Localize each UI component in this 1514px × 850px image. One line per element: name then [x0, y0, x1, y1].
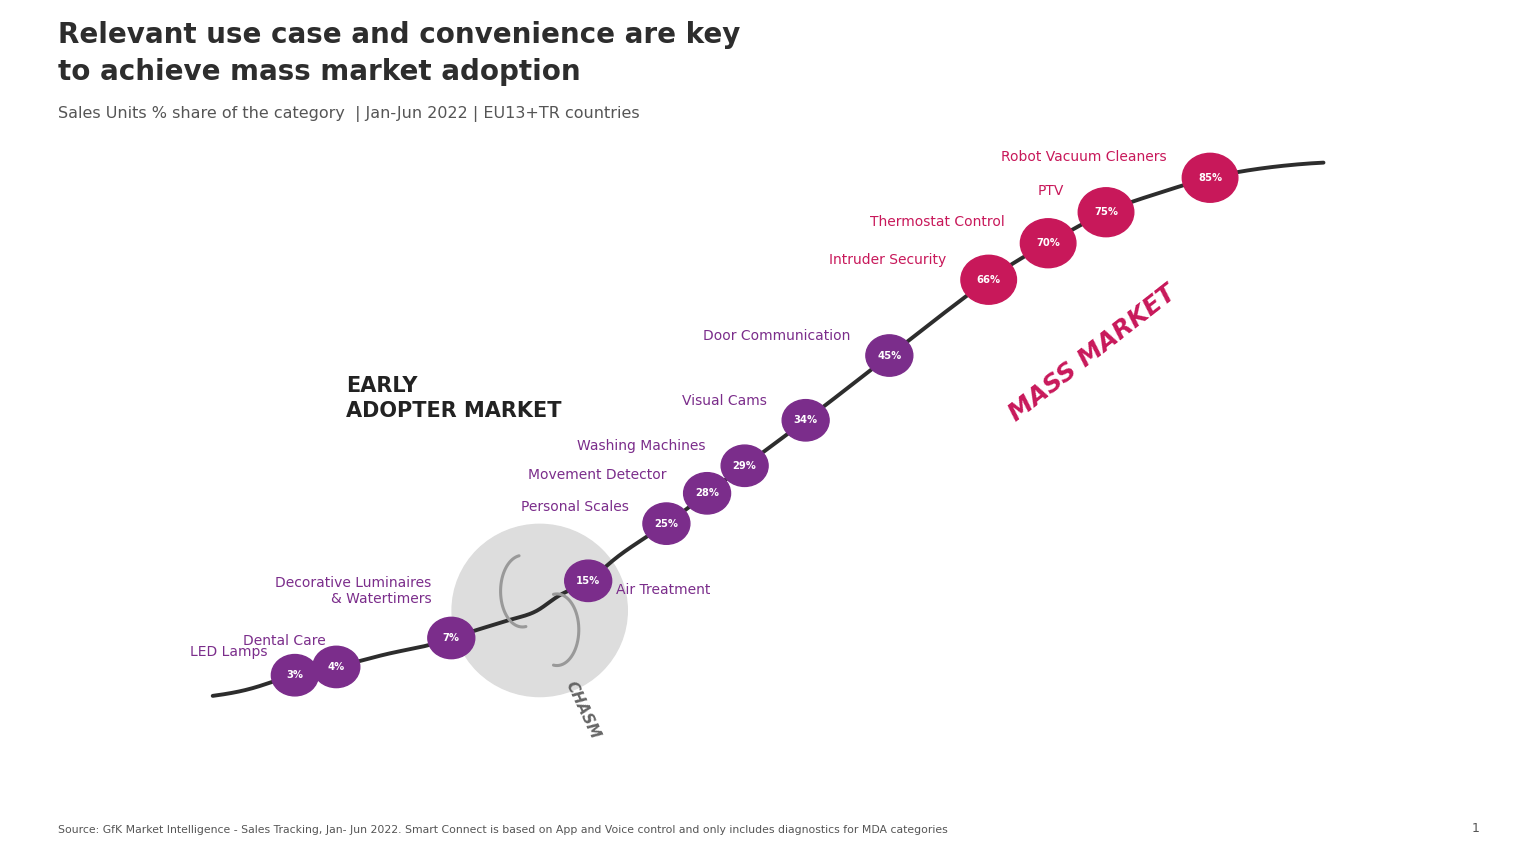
Text: Intruder Security: Intruder Security: [830, 253, 946, 268]
Circle shape: [684, 473, 731, 514]
Circle shape: [313, 646, 360, 688]
Text: Decorative Luminaires
& Watertimers: Decorative Luminaires & Watertimers: [276, 575, 431, 606]
Circle shape: [428, 617, 475, 659]
Text: 28%: 28%: [695, 488, 719, 498]
Text: Door Communication: Door Communication: [702, 329, 851, 343]
Text: Thermostat Control: Thermostat Control: [869, 215, 1004, 230]
Text: 75%: 75%: [1095, 207, 1117, 218]
Text: Dental Care: Dental Care: [244, 634, 326, 649]
Text: 45%: 45%: [877, 350, 901, 360]
Ellipse shape: [453, 524, 627, 696]
Text: Relevant use case and convenience are key: Relevant use case and convenience are ke…: [58, 21, 740, 49]
Text: Visual Cams: Visual Cams: [681, 394, 766, 408]
Text: Sales Units % share of the category  | Jan-Jun 2022 | EU13+TR countries: Sales Units % share of the category | Ja…: [58, 106, 639, 122]
Text: 3%: 3%: [286, 670, 303, 680]
Text: MASS MARKET: MASS MARKET: [1004, 280, 1181, 426]
Text: PTV: PTV: [1037, 184, 1064, 198]
Text: 15%: 15%: [575, 575, 601, 586]
Text: LED Lamps: LED Lamps: [189, 644, 268, 659]
Circle shape: [866, 335, 913, 377]
Circle shape: [271, 654, 318, 696]
Text: 29%: 29%: [733, 461, 757, 471]
Circle shape: [565, 560, 612, 602]
Text: 7%: 7%: [442, 633, 460, 643]
Text: 34%: 34%: [793, 416, 818, 425]
Text: Washing Machines: Washing Machines: [577, 439, 706, 453]
Circle shape: [1182, 153, 1238, 202]
Text: Robot Vacuum Cleaners: Robot Vacuum Cleaners: [1001, 150, 1167, 164]
Text: 1: 1: [1472, 822, 1479, 835]
Text: CHASM: CHASM: [563, 679, 603, 742]
Text: 4%: 4%: [327, 662, 345, 672]
Circle shape: [1078, 188, 1134, 236]
Text: 66%: 66%: [977, 275, 1001, 285]
Text: 85%: 85%: [1198, 173, 1222, 183]
Text: EARLY
ADOPTER MARKET: EARLY ADOPTER MARKET: [345, 376, 562, 421]
Circle shape: [1020, 218, 1076, 268]
Circle shape: [961, 255, 1016, 304]
Text: Source: GfK Market Intelligence - Sales Tracking, Jan- Jun 2022. Smart Connect i: Source: GfK Market Intelligence - Sales …: [58, 824, 948, 835]
Text: Air Treatment: Air Treatment: [616, 583, 710, 597]
Circle shape: [643, 503, 690, 544]
Text: Personal Scales: Personal Scales: [521, 500, 628, 514]
Text: Movement Detector: Movement Detector: [528, 468, 666, 482]
Text: 25%: 25%: [654, 518, 678, 529]
Circle shape: [721, 445, 768, 486]
Circle shape: [783, 400, 830, 441]
Text: to achieve mass market adoption: to achieve mass market adoption: [58, 58, 580, 86]
Text: 70%: 70%: [1036, 238, 1060, 248]
